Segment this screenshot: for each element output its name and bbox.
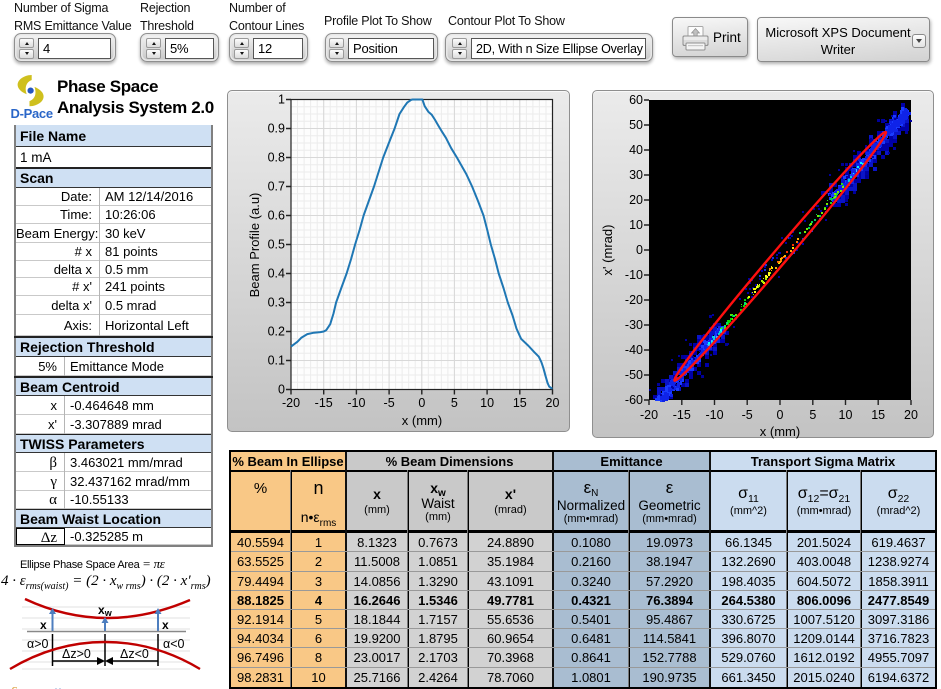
svg-text:x' (mrad): x' (mrad) bbox=[600, 225, 615, 276]
svg-text:60: 60 bbox=[629, 93, 643, 107]
svg-text:x: x bbox=[162, 618, 169, 632]
svg-text:50: 50 bbox=[629, 118, 643, 132]
svg-text:-10: -10 bbox=[347, 396, 365, 410]
svg-text:0.1: 0.1 bbox=[268, 354, 285, 368]
svg-text:1: 1 bbox=[278, 93, 285, 107]
svg-text:x (mm): x (mm) bbox=[760, 424, 800, 439]
svg-text:x (mm): x (mm) bbox=[402, 413, 442, 428]
svg-text:-20: -20 bbox=[640, 408, 658, 422]
svg-text:0.8: 0.8 bbox=[268, 151, 285, 165]
svg-text:0: 0 bbox=[418, 396, 425, 410]
svg-text:40: 40 bbox=[629, 143, 643, 157]
svg-text:-30: -30 bbox=[625, 318, 643, 332]
svg-text:20: 20 bbox=[904, 408, 918, 422]
svg-text:0.7: 0.7 bbox=[268, 180, 285, 194]
svg-text:-20: -20 bbox=[282, 396, 300, 410]
svg-text:Δz<0: Δz<0 bbox=[120, 647, 149, 661]
svg-text:15: 15 bbox=[871, 408, 885, 422]
svg-text:α<0: α<0 bbox=[163, 637, 185, 651]
svg-text:0: 0 bbox=[278, 383, 285, 397]
svg-text:x: x bbox=[40, 618, 47, 632]
svg-text:-10: -10 bbox=[625, 268, 643, 282]
svg-text:10: 10 bbox=[629, 218, 643, 232]
svg-text:5: 5 bbox=[451, 396, 458, 410]
svg-text:5: 5 bbox=[809, 408, 816, 422]
svg-text:D-Pace: D-Pace bbox=[11, 106, 53, 121]
svg-text:0.3: 0.3 bbox=[268, 296, 285, 310]
svg-text:-60: -60 bbox=[625, 393, 643, 407]
svg-text:30: 30 bbox=[629, 168, 643, 182]
svg-text:10: 10 bbox=[480, 396, 494, 410]
svg-text:Beam Profile (a.u): Beam Profile (a.u) bbox=[247, 193, 262, 298]
svg-text:xw: xw bbox=[98, 603, 113, 618]
svg-text:0.4: 0.4 bbox=[268, 267, 285, 281]
svg-text:-15: -15 bbox=[673, 408, 691, 422]
svg-text:-10: -10 bbox=[705, 408, 723, 422]
svg-text:0: 0 bbox=[636, 243, 643, 257]
svg-text:-5: -5 bbox=[742, 408, 753, 422]
svg-text:α>0: α>0 bbox=[27, 637, 49, 651]
svg-text:0: 0 bbox=[777, 408, 784, 422]
svg-text:0.2: 0.2 bbox=[268, 325, 285, 339]
svg-text:20: 20 bbox=[546, 396, 560, 410]
svg-text:10: 10 bbox=[839, 408, 853, 422]
svg-text:Δz>0: Δz>0 bbox=[62, 647, 91, 661]
svg-text:-15: -15 bbox=[315, 396, 333, 410]
svg-text:0.9: 0.9 bbox=[268, 122, 285, 136]
svg-text:0.5: 0.5 bbox=[268, 238, 285, 252]
svg-text:-5: -5 bbox=[384, 396, 395, 410]
svg-text:-40: -40 bbox=[625, 343, 643, 357]
svg-text:20: 20 bbox=[629, 193, 643, 207]
svg-text:-50: -50 bbox=[625, 368, 643, 382]
svg-text:15: 15 bbox=[513, 396, 527, 410]
svg-text:0.6: 0.6 bbox=[268, 209, 285, 223]
svg-text:-20: -20 bbox=[625, 293, 643, 307]
